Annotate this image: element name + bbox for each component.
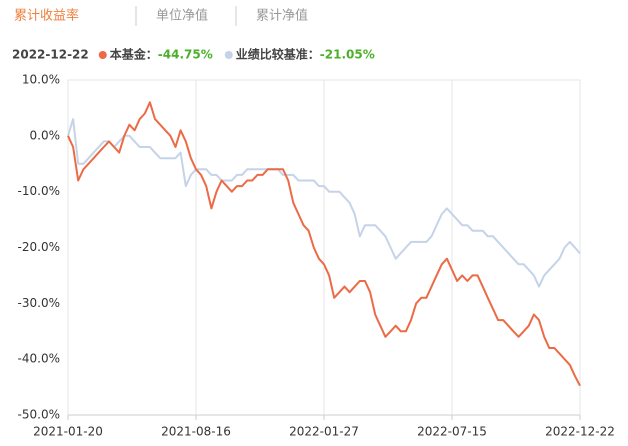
y-tick-label: 10.0% bbox=[22, 73, 60, 87]
y-tick-label: -40.0% bbox=[18, 352, 60, 366]
series-line bbox=[67, 118, 581, 288]
tab[interactable]: 累计收益率 bbox=[14, 8, 79, 24]
x-tick-label: 2021-08-16 bbox=[161, 425, 231, 439]
legend-marker bbox=[224, 51, 233, 59]
legend-label: 业绩比较基准： bbox=[236, 47, 320, 62]
y-tick-label: -50.0% bbox=[18, 408, 60, 422]
x-tick-label: 2022-07-15 bbox=[417, 425, 487, 439]
y-tick-label: -10.0% bbox=[18, 184, 60, 198]
legend-marker bbox=[98, 51, 107, 59]
legend-value: -44.75% bbox=[158, 48, 213, 62]
y-tick-label: 0.0% bbox=[30, 128, 61, 142]
x-tick-label: 2022-01-27 bbox=[289, 425, 359, 439]
legend-date: 2022-12-22 bbox=[12, 48, 89, 62]
tab[interactable]: 单位净值 bbox=[156, 8, 208, 24]
tab[interactable]: 累计净值 bbox=[256, 8, 308, 24]
legend-label: 本基金： bbox=[110, 47, 158, 62]
x-tick-label: 2022-12-22 bbox=[545, 425, 615, 439]
y-tick-label: -20.0% bbox=[18, 240, 60, 254]
series-line bbox=[67, 101, 581, 387]
legend: 本基金： -44.75% 业绩比较基准： -21.05% bbox=[98, 47, 375, 62]
legend-value: -21.05% bbox=[320, 48, 375, 62]
y-tick-label: -30.0% bbox=[18, 296, 60, 310]
x-tick-label: 2021-01-20 bbox=[33, 425, 103, 439]
